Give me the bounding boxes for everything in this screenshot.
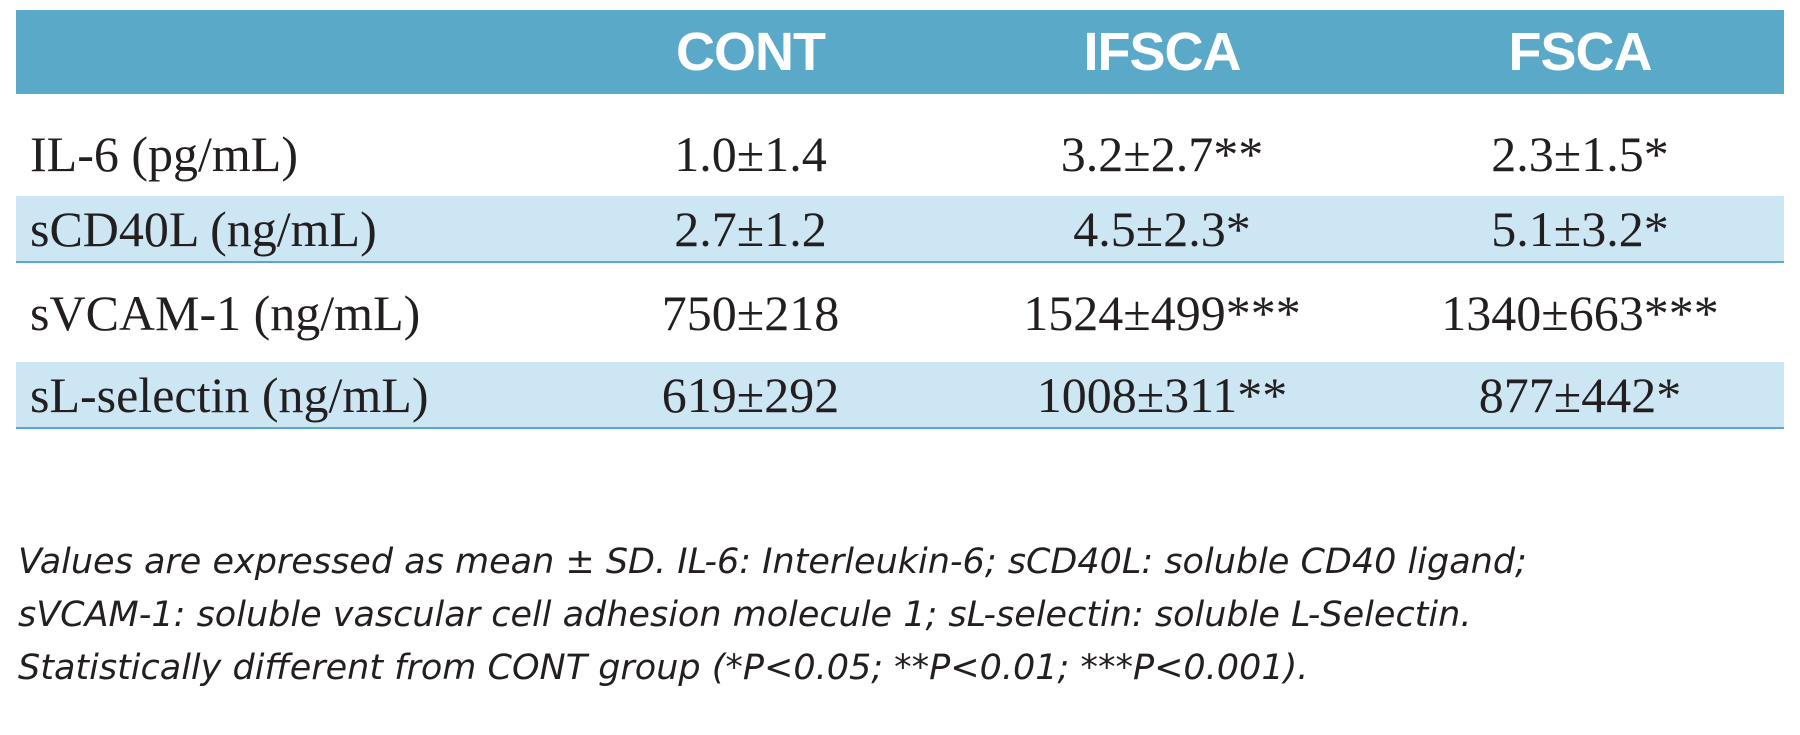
row-label: sL-selectin (ng/mL) — [16, 362, 553, 429]
cell-cont: 619±292 — [553, 362, 948, 429]
cell-ifsca: 4.5±2.3* — [948, 196, 1376, 263]
cell-fsca: 2.3±1.5* — [1491, 126, 1669, 182]
footnote-line: Values are expressed as mean ± SD. IL-6:… — [18, 542, 1527, 582]
header-cell-ifsca: IFSCA — [1083, 22, 1242, 82]
header-spacer — [16, 94, 1784, 112]
table-body: IL-6 (pg/mL) 1.0±1.4 3.2±2.7** 2.3±1.5* … — [16, 94, 1784, 429]
cell-cont: 1.0±1.4 — [674, 126, 827, 182]
data-table: CONT IFSCA FSCA IL-6 (pg/mL) 1.0±1.4 3.2… — [16, 10, 1784, 429]
cell-cont: 750±218 — [661, 284, 840, 341]
footnote-line: sVCAM-1: soluble vascular cell adhesion … — [18, 595, 1472, 635]
header-cell-fsca: FSCA — [1508, 22, 1653, 82]
table-row: sCD40L (ng/mL) 2.7±1.2 4.5±2.3* 5.1±3.2* — [16, 196, 1784, 263]
cell-ifsca: 1524±499*** — [1023, 284, 1301, 341]
cell-fsca: 5.1±3.2* — [1376, 196, 1784, 263]
cell-cont: 2.7±1.2 — [553, 196, 948, 263]
table-row: sVCAM-1 (ng/mL) 750±218 1524±499*** 1340… — [16, 262, 1784, 362]
cell-ifsca: 3.2±2.7** — [1060, 126, 1264, 182]
header-row: CONT IFSCA FSCA — [16, 10, 1784, 94]
row-label: IL-6 (pg/mL) — [30, 126, 298, 182]
data-table-container: CONT IFSCA FSCA IL-6 (pg/mL) 1.0±1.4 3.2… — [16, 10, 1784, 429]
table-row: IL-6 (pg/mL) 1.0±1.4 3.2±2.7** 2.3±1.5* — [16, 112, 1784, 196]
table-header: CONT IFSCA FSCA — [16, 10, 1784, 94]
cell-fsca: 1340±663*** — [1441, 284, 1719, 341]
table-footnote: Values are expressed as mean ± SD. IL-6:… — [18, 536, 1784, 695]
row-label: sCD40L (ng/mL) — [16, 196, 553, 263]
footnote-line: Statistically different from CONT group … — [18, 648, 1309, 688]
cell-ifsca: 1008±311** — [948, 362, 1376, 429]
cell-fsca: 877±442* — [1376, 362, 1784, 429]
table-row: sL-selectin (ng/mL) 619±292 1008±311** 8… — [16, 362, 1784, 429]
header-cell-label — [16, 10, 553, 94]
row-label: sVCAM-1 (ng/mL) — [30, 284, 421, 341]
header-cell-cont: CONT — [676, 22, 826, 82]
